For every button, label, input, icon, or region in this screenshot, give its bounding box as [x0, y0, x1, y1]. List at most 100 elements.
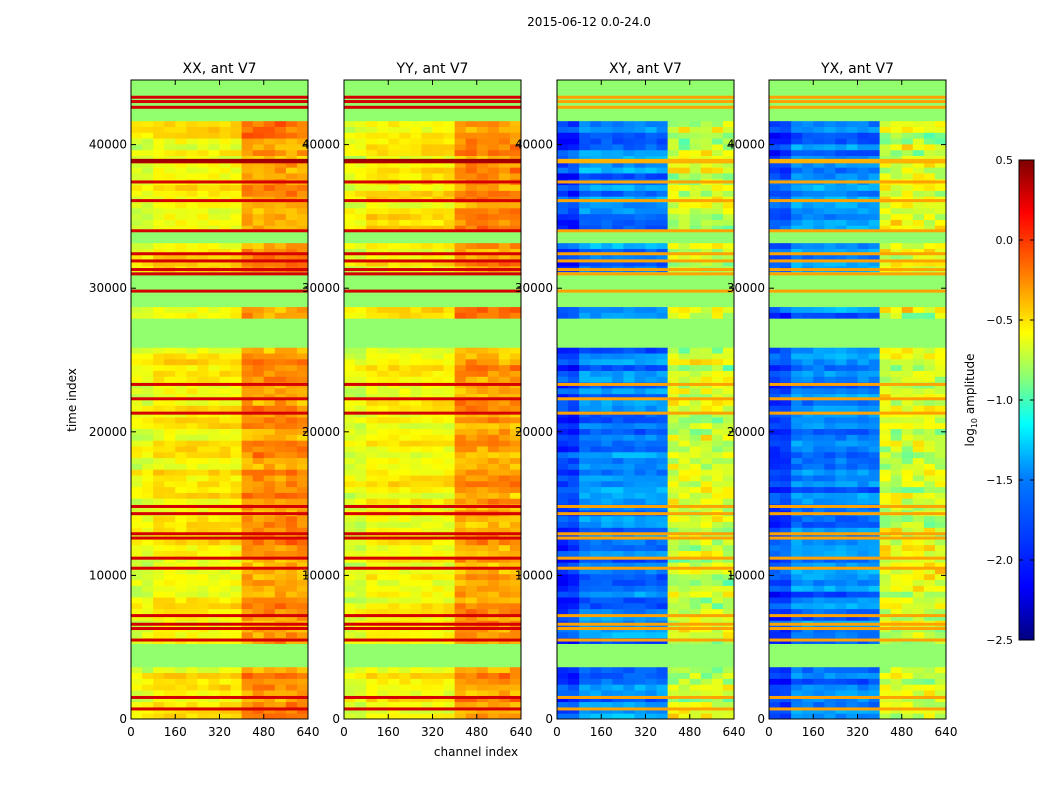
heatmap-cell [219, 155, 232, 162]
heatmap-cell [164, 161, 176, 168]
heatmap-cell [487, 132, 500, 139]
heatmap-cell [879, 544, 892, 552]
heatmap-cell [579, 469, 591, 476]
heatmap-cell [711, 486, 724, 493]
heatmap-cell [274, 260, 287, 267]
heatmap-cell [421, 562, 433, 569]
heatmap-cell [476, 608, 489, 615]
heatmap-cell [164, 684, 176, 691]
heatmap-cell [846, 533, 858, 540]
heatmap-cell [366, 707, 378, 714]
heatmap-cell [399, 306, 411, 313]
heatmap-cell [678, 405, 691, 412]
heatmap-cell [487, 207, 500, 215]
heatmap-cell [296, 213, 309, 220]
heatmap-cell [901, 614, 914, 621]
heatmap-cell [164, 498, 176, 505]
heatmap-cell [590, 219, 602, 226]
heatmap-cell [689, 579, 702, 586]
heatmap-cell [487, 167, 500, 174]
heatmap-cell [923, 602, 936, 610]
heatmap-cell [678, 416, 691, 424]
heatmap-cell [711, 422, 724, 430]
heatmap-cell [366, 463, 378, 470]
heatmap-cell [868, 544, 881, 552]
heatmap-cell [388, 149, 400, 157]
heatmap-cell [780, 585, 792, 592]
heatmap-cell [410, 538, 422, 546]
heatmap-cell [645, 573, 658, 581]
heatmap-cell [791, 498, 803, 505]
heatmap-cell [465, 689, 478, 697]
heatmap-cell [912, 550, 925, 557]
heatmap-cell [509, 353, 522, 360]
heatmap-cell [498, 672, 511, 679]
heatmap-cell [186, 242, 198, 249]
heatmap-cell [186, 666, 198, 674]
heatmap-cell [923, 567, 936, 575]
heatmap-cell [700, 527, 713, 534]
heatmap-cell [722, 445, 735, 453]
heatmap-cell [634, 597, 646, 604]
heatmap-strong-row [557, 229, 734, 233]
heatmap-cell [678, 713, 691, 720]
heatmap-cell [274, 597, 287, 604]
heatmap-cell [934, 538, 947, 546]
heatmap-cell [711, 451, 724, 459]
heatmap-cell [612, 463, 624, 470]
heatmap-cell [421, 451, 433, 459]
y-tick-label: 30000 [515, 281, 553, 295]
heatmap-cell [377, 422, 389, 430]
heatmap-cell [197, 602, 209, 610]
heatmap-cell [197, 126, 209, 133]
heatmap-cell [634, 533, 646, 540]
heatmap-cell [509, 567, 522, 575]
heatmap-cell [344, 248, 356, 255]
heatmap-cell [934, 701, 947, 708]
heatmap-cell [623, 167, 635, 174]
heatmap-cell [388, 445, 400, 453]
heatmap-cell [656, 602, 669, 610]
heatmap-cell [722, 597, 735, 604]
heatmap-cell [366, 364, 378, 371]
heatmap-cell [443, 219, 456, 226]
heatmap-cell [186, 155, 198, 162]
heatmap-cell [487, 492, 500, 499]
heatmap-cell [711, 201, 724, 209]
heatmap-cell [700, 347, 713, 354]
x-tick-label: 480 [252, 725, 275, 739]
heatmap-cell [498, 544, 511, 552]
heatmap-cell [285, 684, 298, 691]
heatmap-cell [934, 515, 947, 522]
heatmap-cell [296, 678, 309, 685]
heatmap-cell [678, 521, 691, 528]
heatmap-cell [476, 527, 489, 534]
heatmap-cell [197, 201, 209, 209]
heatmap-cell [344, 643, 521, 650]
heatmap-cell [590, 602, 602, 610]
heatmap-cell [274, 550, 287, 557]
heatmap-cell [667, 475, 680, 482]
heatmap-cell [590, 184, 602, 191]
heatmap-cell [197, 353, 209, 360]
heatmap-cell [344, 655, 521, 662]
heatmap-cell [410, 120, 422, 127]
heatmap-cell [700, 358, 713, 366]
heatmap-cell [612, 672, 624, 679]
heatmap-cell [252, 469, 265, 476]
heatmap-cell [355, 469, 367, 476]
heatmap-cell [241, 533, 254, 540]
heatmap-strong-row [557, 105, 734, 109]
heatmap-cell [912, 591, 925, 598]
heatmap-cell [476, 225, 489, 232]
heatmap-cell [590, 521, 602, 528]
heatmap-cell [197, 597, 209, 604]
heatmap-cell [700, 713, 713, 720]
heatmap-cell [443, 550, 456, 557]
heatmap-cell [131, 190, 143, 197]
heatmap-cell [142, 672, 154, 679]
heatmap-cell [377, 143, 389, 151]
heatmap-cell [890, 515, 903, 522]
heatmap-cell [175, 672, 187, 679]
heatmap-cell [252, 475, 265, 482]
